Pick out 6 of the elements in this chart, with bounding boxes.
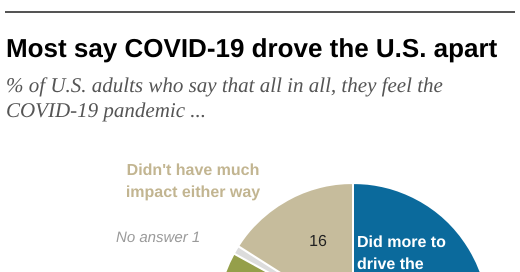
- slice-label: Did more to drive the: [357, 234, 446, 272]
- slice-label: Didn't have much impact either way: [126, 162, 260, 201]
- chart-title: Most say COVID-19 drove the U.S. apart: [6, 33, 498, 64]
- data-label: 16: [309, 233, 327, 250]
- chart-subtitle: % of U.S. adults who say that all in all, they feel the COVID-19 pandemic ...: [6, 73, 444, 123]
- slice-label: No answer 1: [116, 229, 200, 246]
